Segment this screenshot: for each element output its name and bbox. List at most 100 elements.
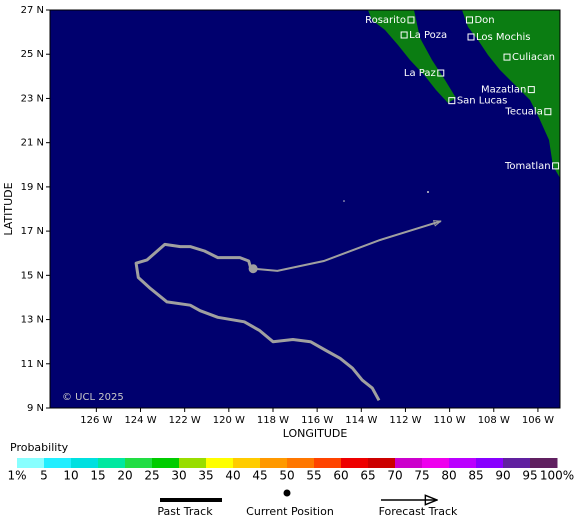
y-tick-label: 21 N [21,138,44,149]
x-tick-label: 106 W [522,415,554,426]
ocean [50,10,560,408]
color-bar-segment [44,458,72,468]
x-tick-label: 114 W [345,415,377,426]
y-tick-label: 15 N [21,270,44,281]
city-marker [503,53,511,61]
city-label: Rosarito [365,15,406,26]
x-tick-label: 116 W [301,415,333,426]
probability-label: 30 [171,469,186,483]
city-label: Tomatlan [504,161,551,172]
city-label: Don [474,15,494,26]
y-tick-label: 13 N [21,315,44,326]
probability-label: 40 [225,469,240,483]
color-bar-segment [125,458,153,468]
color-bar-segment [449,458,477,468]
color-bar-segment [287,458,315,468]
color-bar-segment [422,458,450,468]
legend-current-position [283,489,291,497]
y-tick-label: 9 N [27,403,44,414]
x-tick-label: 110 W [434,415,466,426]
city-marker [448,97,456,105]
legend-label: Current Position [246,505,334,518]
city-label: La Poza [409,30,447,41]
color-bar-segment [206,458,234,468]
color-bar-segment [17,458,45,468]
y-axis-label: LATITUDE [2,182,15,235]
island [427,191,429,193]
y-tick-label: 11 N [21,359,44,370]
legend-title: Probability [10,441,69,454]
x-tick-label: 126 W [80,415,112,426]
y-tick-label: 27 N [21,5,44,16]
city-marker [467,33,475,41]
x-tick-label: 120 W [213,415,245,426]
probability-label: 90 [495,469,510,483]
baja-california [368,10,456,103]
probability-label: 85 [468,469,483,483]
color-bar-segment [476,458,504,468]
y-tick-label: 17 N [21,226,44,237]
color-bar-segment [98,458,126,468]
legend-label: Past Track [157,505,213,518]
land [343,10,560,202]
copyright: © UCL 2025 [62,392,124,403]
color-bar-segment [71,458,99,468]
probability-label: 70 [387,469,402,483]
probability-label: 50 [279,469,294,483]
probability-label: 45 [252,469,267,483]
color-bar-segment [152,458,180,468]
city-marker [544,108,552,116]
probability-label: 25 [144,469,159,483]
y-tick-label: 25 N [21,49,44,60]
x-tick-label: 108 W [478,415,510,426]
color-bar-segment [341,458,369,468]
city-label: San Lucas [457,96,508,107]
city-marker [407,16,415,24]
color-bar-segment [260,458,288,468]
island [343,200,345,202]
color-bar-segment [530,458,558,468]
x-tick-label: 112 W [389,415,421,426]
probability-label: 75 [414,469,429,483]
city-marker [400,31,408,39]
probability-label: 55 [306,469,321,483]
probability-label: 95 [522,469,537,483]
y-tick-label: 23 N [21,93,44,104]
city-label: Mazatlan [481,85,526,96]
color-bar-segment [314,458,342,468]
color-bar-segment [395,458,423,468]
probability-label: 80 [441,469,456,483]
past-track [134,242,381,402]
x-axis-label: LONGITUDE [283,427,348,440]
probability-label: 5 [40,469,48,483]
probability-label: 10 [63,469,78,483]
probability-label: 35 [198,469,213,483]
color-bar-segment [503,458,531,468]
city-marker [437,69,445,77]
city-label: La Paz [404,68,436,79]
forecast-track [253,221,441,272]
probability-label: 20 [117,469,132,483]
city-marker [527,86,535,94]
city-label: Los Mochis [476,32,530,43]
probability-label: 65 [360,469,375,483]
city-marker [552,162,560,170]
probability-label: 1% [7,469,26,483]
map-frame [49,9,561,409]
probability-label: 100% [540,469,574,483]
city-label: Tecuala [504,107,542,118]
y-tick-label: 19 N [21,182,44,193]
current-position [248,264,258,274]
color-bar-segment [368,458,396,468]
city-label: Culiacan [512,52,555,63]
x-tick-label: 118 W [257,415,289,426]
x-tick-label: 124 W [124,415,156,426]
probability-label: 15 [90,469,105,483]
mainland-mexico [462,10,560,178]
city-marker [465,16,473,24]
color-bar-segment [179,458,207,468]
color-bar-segment [233,458,261,468]
legend-label: Forecast Track [379,505,458,518]
probability-label: 60 [333,469,348,483]
